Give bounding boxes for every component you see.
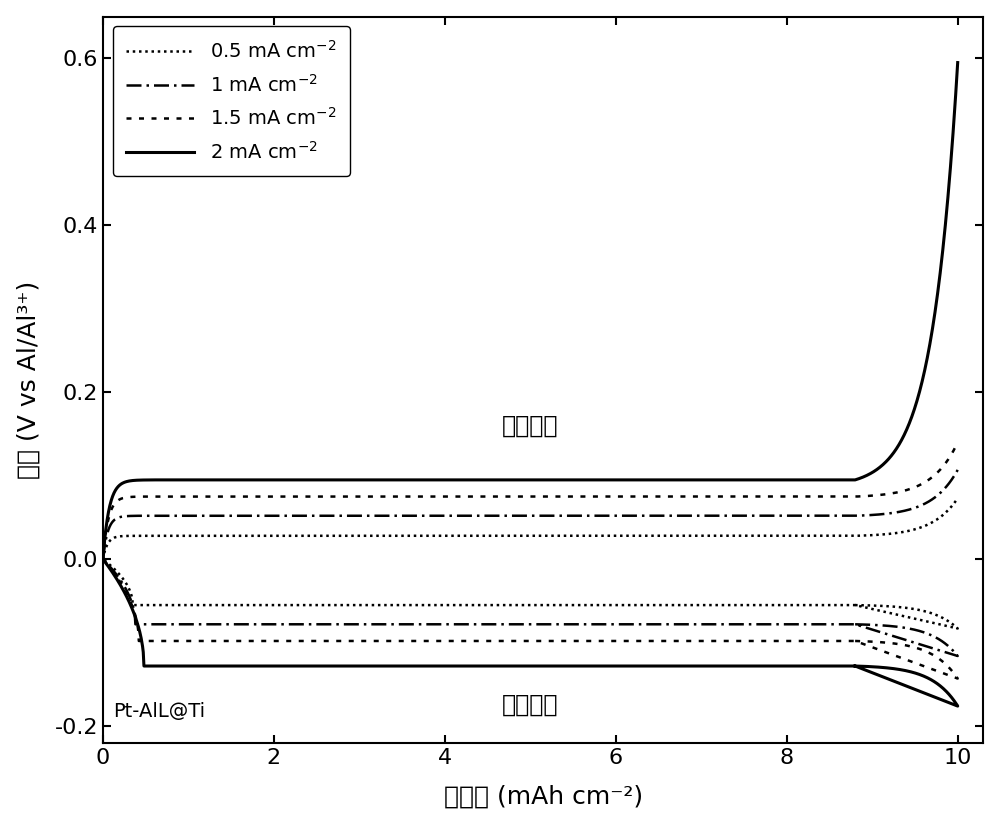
Text: Pt-AlL@Ti: Pt-AlL@Ti: [113, 702, 205, 721]
Y-axis label: 电压 (V vs Al/Al³⁺): 电压 (V vs Al/Al³⁺): [17, 280, 41, 478]
Text: 溶解过程: 溶解过程: [502, 413, 559, 437]
X-axis label: 面容量 (mAh cm⁻²): 面容量 (mAh cm⁻²): [444, 785, 643, 808]
Text: 沉积过程: 沉积过程: [502, 692, 559, 716]
Legend: 0.5 mA cm$^{-2}$, 1 mA cm$^{-2}$, 1.5 mA cm$^{-2}$, 2 mA cm$^{-2}$: 0.5 mA cm$^{-2}$, 1 mA cm$^{-2}$, 1.5 mA…: [113, 26, 350, 177]
